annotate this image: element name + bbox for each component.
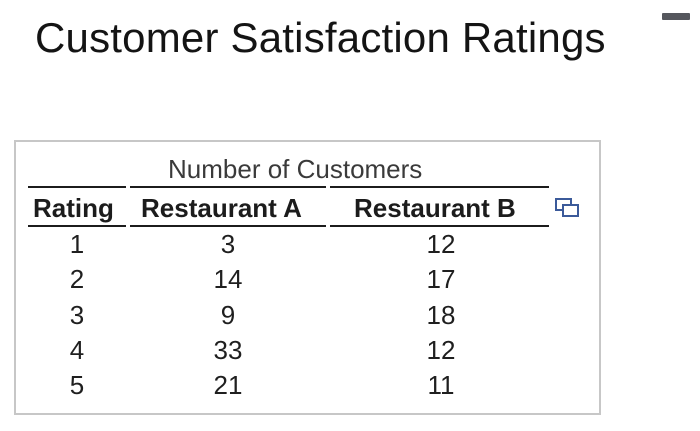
column-header-rating: Rating xyxy=(33,193,114,223)
restaurant-a-cell: 9 xyxy=(220,300,236,330)
table-caption: Number of Customers xyxy=(168,154,423,184)
restaurant-a-cell: 3 xyxy=(220,229,236,259)
header-bottom-rule xyxy=(330,225,549,227)
header-bottom-rule xyxy=(28,225,126,227)
restaurant-a-cell: 21 xyxy=(213,370,243,400)
restaurant-b-cell: 12 xyxy=(426,335,456,365)
restaurant-a-cell: 33 xyxy=(213,335,243,365)
column-header-restaurant-b: Restaurant B xyxy=(354,193,516,223)
rating-cell: 2 xyxy=(69,264,85,294)
copy-icon[interactable] xyxy=(555,198,580,218)
restaurant-a-cell: 14 xyxy=(213,264,243,294)
table-panel xyxy=(14,140,601,415)
header-top-rule xyxy=(330,186,549,188)
restaurant-b-cell: 11 xyxy=(427,370,455,400)
header-top-rule xyxy=(130,186,326,188)
rating-cell: 3 xyxy=(69,300,85,330)
rating-cell: 1 xyxy=(69,229,85,259)
page-title: Customer Satisfaction Ratings xyxy=(35,14,606,61)
restaurant-b-cell: 12 xyxy=(426,229,456,259)
header-top-rule xyxy=(28,186,126,188)
rating-cell: 4 xyxy=(69,335,85,365)
corner-bar-icon xyxy=(662,13,690,20)
header-bottom-rule xyxy=(130,225,326,227)
column-header-restaurant-a: Restaurant A xyxy=(141,193,302,223)
restaurant-b-cell: 17 xyxy=(426,264,456,294)
rating-cell: 5 xyxy=(69,370,85,400)
restaurant-b-cell: 18 xyxy=(426,300,456,330)
